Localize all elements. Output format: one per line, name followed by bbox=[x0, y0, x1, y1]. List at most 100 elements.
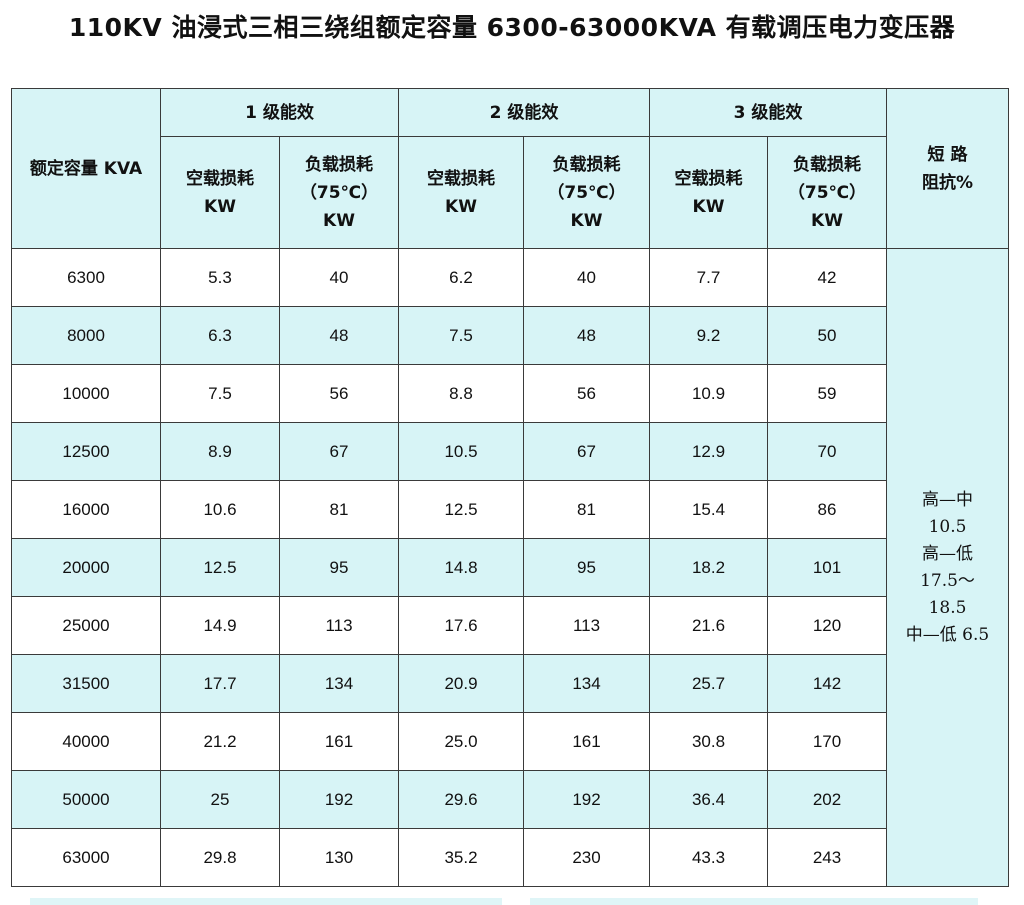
page-title: 110KV 油浸式三相三绕组额定容量 6300-63000KVA 有载调压电力变… bbox=[68, 13, 956, 42]
noload-loss-header: 空载损耗 KW bbox=[398, 136, 524, 249]
loss-value-cell: 134 bbox=[523, 654, 650, 713]
loss-value-cell: 20.9 bbox=[398, 654, 524, 713]
header-line: （75℃） bbox=[547, 182, 626, 203]
loss-value-cell: 81 bbox=[523, 480, 650, 539]
table-row: 16000 10.6 81 12.5 81 15.4 86 bbox=[11, 480, 1009, 539]
loss-value-cell: 12.5 bbox=[160, 538, 280, 597]
header-line: KW bbox=[811, 210, 843, 231]
header-line: KW bbox=[204, 196, 236, 217]
loss-value-cell: 101 bbox=[767, 538, 887, 597]
loss-value-cell: 36.4 bbox=[649, 770, 768, 829]
table-row: 25000 14.9 113 17.6 113 21.6 120 bbox=[11, 596, 1009, 655]
loss-value-cell: 10.5 bbox=[398, 422, 524, 481]
loss-value-cell: 6.3 bbox=[160, 306, 280, 365]
header-line: KW bbox=[692, 196, 725, 217]
loss-value-cell: 25 bbox=[160, 770, 280, 829]
transformer-spec-table: 额定容量 KVA 1 级能效 2 级能效 3 级能效 短 路 阻抗% 空载损耗 K… bbox=[11, 88, 1009, 887]
loss-value-cell: 56 bbox=[279, 364, 399, 423]
capacity-cell: 25000 bbox=[11, 596, 161, 655]
loss-value-cell: 192 bbox=[279, 770, 399, 829]
loss-value-cell: 230 bbox=[523, 828, 650, 887]
loss-value-cell: 25.0 bbox=[398, 712, 524, 771]
header-line: 空载损耗 bbox=[186, 168, 254, 189]
loss-value-cell: 18.2 bbox=[649, 538, 768, 597]
capacity-cell: 50000 bbox=[11, 770, 161, 829]
table-row: 63000 29.8 130 35.2 230 43.3 243 bbox=[11, 828, 1009, 887]
noload-loss-header: 空载损耗 KW bbox=[160, 136, 280, 249]
loss-value-cell: 95 bbox=[523, 538, 650, 597]
loss-value-cell: 6.2 bbox=[398, 248, 524, 307]
loss-value-cell: 70 bbox=[767, 422, 887, 481]
level-3-header: 3 级能效 bbox=[649, 88, 887, 137]
loss-value-cell: 50 bbox=[767, 306, 887, 365]
table-row: 50000 25 192 29.6 192 36.4 202 bbox=[11, 770, 1009, 829]
impedance-header-line: 短 路 bbox=[927, 144, 968, 165]
loss-value-cell: 12.9 bbox=[649, 422, 768, 481]
header-line: 空载损耗 bbox=[674, 168, 743, 189]
loss-value-cell: 243 bbox=[767, 828, 887, 887]
capacity-cell: 31500 bbox=[11, 654, 161, 713]
loss-value-cell: 5.3 bbox=[160, 248, 280, 307]
load-loss-header: 负载损耗 （75℃） KW bbox=[767, 136, 887, 249]
level-2-header: 2 级能效 bbox=[398, 88, 650, 137]
header-line: （75℃） bbox=[299, 182, 379, 203]
loss-value-cell: 59 bbox=[767, 364, 887, 423]
impedance-value-line: 10.5 bbox=[928, 516, 967, 537]
table-row: 12500 8.9 67 10.5 67 12.9 70 bbox=[11, 422, 1009, 481]
loss-value-cell: 113 bbox=[523, 596, 650, 655]
header-line: KW bbox=[323, 210, 355, 231]
load-loss-header: 负载损耗 （75℃） KW bbox=[523, 136, 650, 249]
loss-value-cell: 120 bbox=[767, 596, 887, 655]
loss-value-cell: 192 bbox=[523, 770, 650, 829]
impedance-value-line: 18.5 bbox=[928, 597, 967, 618]
bottom-decoration-bar bbox=[30, 898, 502, 905]
loss-value-cell: 95 bbox=[279, 538, 399, 597]
table-row: 40000 21.2 161 25.0 161 30.8 170 bbox=[11, 712, 1009, 771]
capacity-cell: 16000 bbox=[11, 480, 161, 539]
table-row: 31500 17.7 134 20.9 134 25.7 142 bbox=[11, 654, 1009, 713]
impedance-header-line: 阻抗% bbox=[921, 172, 974, 193]
loss-value-cell: 67 bbox=[279, 422, 399, 481]
loss-value-cell: 21.6 bbox=[649, 596, 768, 655]
header-line: 负载损耗 bbox=[793, 154, 861, 175]
header-line: （75℃） bbox=[787, 182, 867, 203]
loss-value-cell: 17.7 bbox=[160, 654, 280, 713]
loss-value-cell: 43.3 bbox=[649, 828, 768, 887]
loss-value-cell: 142 bbox=[767, 654, 887, 713]
loss-value-cell: 113 bbox=[279, 596, 399, 655]
loss-value-cell: 202 bbox=[767, 770, 887, 829]
capacity-cell: 40000 bbox=[11, 712, 161, 771]
capacity-cell: 12500 bbox=[11, 422, 161, 481]
loss-value-cell: 7.7 bbox=[649, 248, 768, 307]
loss-value-cell: 7.5 bbox=[398, 306, 524, 365]
loss-value-cell: 40 bbox=[279, 248, 399, 307]
loss-value-cell: 10.9 bbox=[649, 364, 768, 423]
loss-value-cell: 15.4 bbox=[649, 480, 768, 539]
table-row: 10000 7.5 56 8.8 56 10.9 59 bbox=[11, 364, 1009, 423]
loss-value-cell: 9.2 bbox=[649, 306, 768, 365]
header-line: KW bbox=[445, 196, 477, 217]
header-line: KW bbox=[570, 210, 603, 231]
capacity-cell: 6300 bbox=[11, 248, 161, 307]
capacity-cell: 20000 bbox=[11, 538, 161, 597]
impedance-header: 短 路 阻抗% bbox=[886, 88, 1009, 249]
loss-value-cell: 161 bbox=[279, 712, 399, 771]
impedance-value-line: 17.5～ bbox=[920, 570, 975, 591]
loss-value-cell: 14.8 bbox=[398, 538, 524, 597]
bottom-decoration-bar bbox=[530, 898, 978, 905]
capacity-cell: 63000 bbox=[11, 828, 161, 887]
loss-value-cell: 86 bbox=[767, 480, 887, 539]
loss-value-cell: 56 bbox=[523, 364, 650, 423]
loss-value-cell: 21.2 bbox=[160, 712, 280, 771]
loss-value-cell: 81 bbox=[279, 480, 399, 539]
table-row: 20000 12.5 95 14.8 95 18.2 101 bbox=[11, 538, 1009, 597]
loss-value-cell: 8.8 bbox=[398, 364, 524, 423]
loss-value-cell: 14.9 bbox=[160, 596, 280, 655]
loss-value-cell: 29.8 bbox=[160, 828, 280, 887]
loss-value-cell: 17.6 bbox=[398, 596, 524, 655]
capacity-header: 额定容量 KVA bbox=[11, 88, 161, 249]
loss-value-cell: 130 bbox=[279, 828, 399, 887]
header-line: 负载损耗 bbox=[552, 154, 621, 175]
impedance-value-line: 中—低 6.5 bbox=[905, 624, 990, 645]
loss-value-cell: 35.2 bbox=[398, 828, 524, 887]
